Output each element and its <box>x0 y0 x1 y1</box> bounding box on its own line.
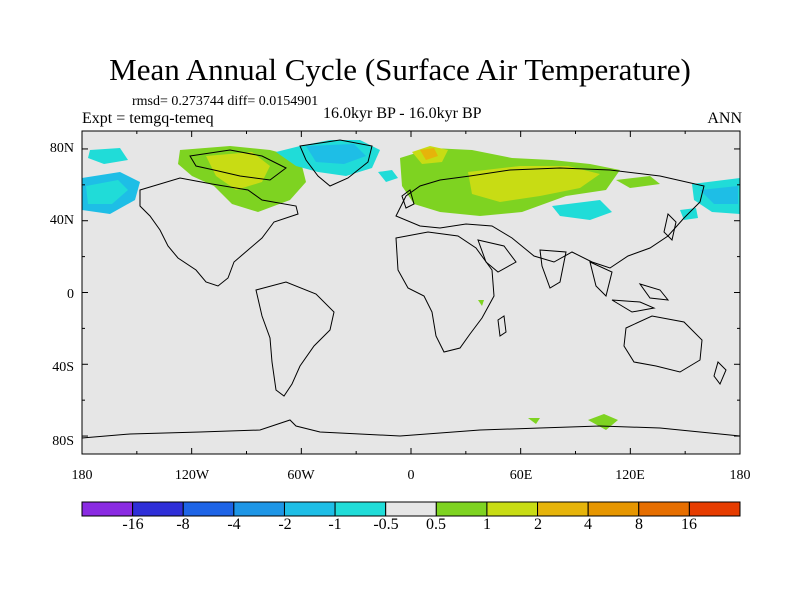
anomaly-patch-greenland-core <box>306 144 366 164</box>
colorbar-label: -4 <box>227 516 241 533</box>
lon-tick-label: 120W <box>174 468 210 483</box>
colorbar-label: 8 <box>635 516 643 533</box>
coastline-madagascar <box>497 315 507 337</box>
anomaly-patch-africa <box>478 300 484 306</box>
lat-tick-label: 40S <box>52 360 74 375</box>
lat-tick-label: 80N <box>49 141 74 156</box>
colorbar-swatch <box>182 501 235 517</box>
coastline-south-america <box>255 281 335 397</box>
lat-tick-label: 80S <box>52 434 74 449</box>
anomaly-fields <box>82 140 740 430</box>
anomaly-patch-siberia-cyan <box>552 200 612 220</box>
colorbar-swatch <box>81 501 134 517</box>
coastline-india <box>539 249 567 289</box>
colorbar-swatch <box>334 501 387 517</box>
colorbar-label: 2 <box>534 516 542 533</box>
colorbar-swatch <box>132 501 184 517</box>
anomaly-patch-scandinavia-core <box>420 148 438 160</box>
anomaly-patch-canada-yellow <box>206 152 270 190</box>
anomaly-patch-antarctica-b <box>528 418 540 424</box>
coastline-arctic-islands <box>189 149 287 181</box>
colorbar-label: -16 <box>122 516 144 533</box>
colorbar-label: -0.5 <box>373 516 399 533</box>
colorbar-swatch <box>283 501 336 517</box>
coastline-africa <box>395 231 495 353</box>
coastline-north-america <box>139 177 299 287</box>
lon-tick-label: 60E <box>509 468 533 483</box>
anomaly-patch-nw-pacific <box>88 148 128 164</box>
stats-text: rmsd= 0.273744 diff= 0.0154901 <box>132 94 319 109</box>
map-title: Mean Annual Cycle (Surface Air Temperatu… <box>109 52 691 87</box>
coastline-arabia <box>477 239 517 273</box>
coastline-japan <box>663 213 677 241</box>
lon-tick-label: 0 <box>407 468 415 483</box>
period-label: 16.0kyr BP - 16.0kyr BP <box>323 105 482 122</box>
lon-tick-label: 120E <box>615 468 645 483</box>
season-label: ANN <box>707 110 742 127</box>
lon-tick-label: 180 <box>71 468 93 483</box>
coastline-new-zealand <box>713 361 727 385</box>
colorbar-label: -8 <box>176 516 190 533</box>
coastline-australia <box>623 315 703 373</box>
coastline-antarctica <box>81 419 741 439</box>
colorbar-swatch <box>537 501 589 517</box>
anomaly-patch-eurasia-yellow <box>468 166 600 202</box>
lat-tick-label: 0 <box>67 287 74 302</box>
colorbar-label: 16 <box>681 516 697 533</box>
colorbar-label: 1 <box>483 516 491 533</box>
colorbar-swatch <box>435 501 488 517</box>
colorbar-swatch <box>385 501 437 517</box>
coastline-uk <box>401 189 415 209</box>
colorbar-label: 0.5 <box>426 516 446 533</box>
coastline-eurasia <box>395 167 705 269</box>
anomaly-patch-atlantic <box>378 170 398 182</box>
colorbar <box>81 501 741 517</box>
colorbar-swatch <box>638 501 690 517</box>
experiment-label: Expt = temgq-temeq <box>82 110 214 127</box>
coastline-southeast-asia <box>589 261 670 313</box>
anomaly-patch-ne-pacific-core <box>700 186 738 204</box>
colorbar-label: -2 <box>278 516 292 533</box>
anomaly-patch-east-siberia <box>616 176 660 188</box>
anomaly-patch-alaska-core <box>86 180 128 204</box>
coastlines <box>81 139 741 439</box>
lat-tick-label: 40N <box>49 213 74 228</box>
coastline-greenland <box>299 139 373 187</box>
colorbar-swatch <box>486 501 539 517</box>
tick-marks <box>81 131 741 454</box>
colorbar-label: -1 <box>328 516 342 533</box>
colorbar-swatch <box>688 501 741 517</box>
lon-tick-label: 60W <box>287 468 315 483</box>
colorbar-swatch <box>587 501 640 517</box>
colorbar-label: 4 <box>584 516 592 533</box>
lon-tick-label: 180 <box>729 468 751 483</box>
colorbar-swatch <box>233 501 285 517</box>
